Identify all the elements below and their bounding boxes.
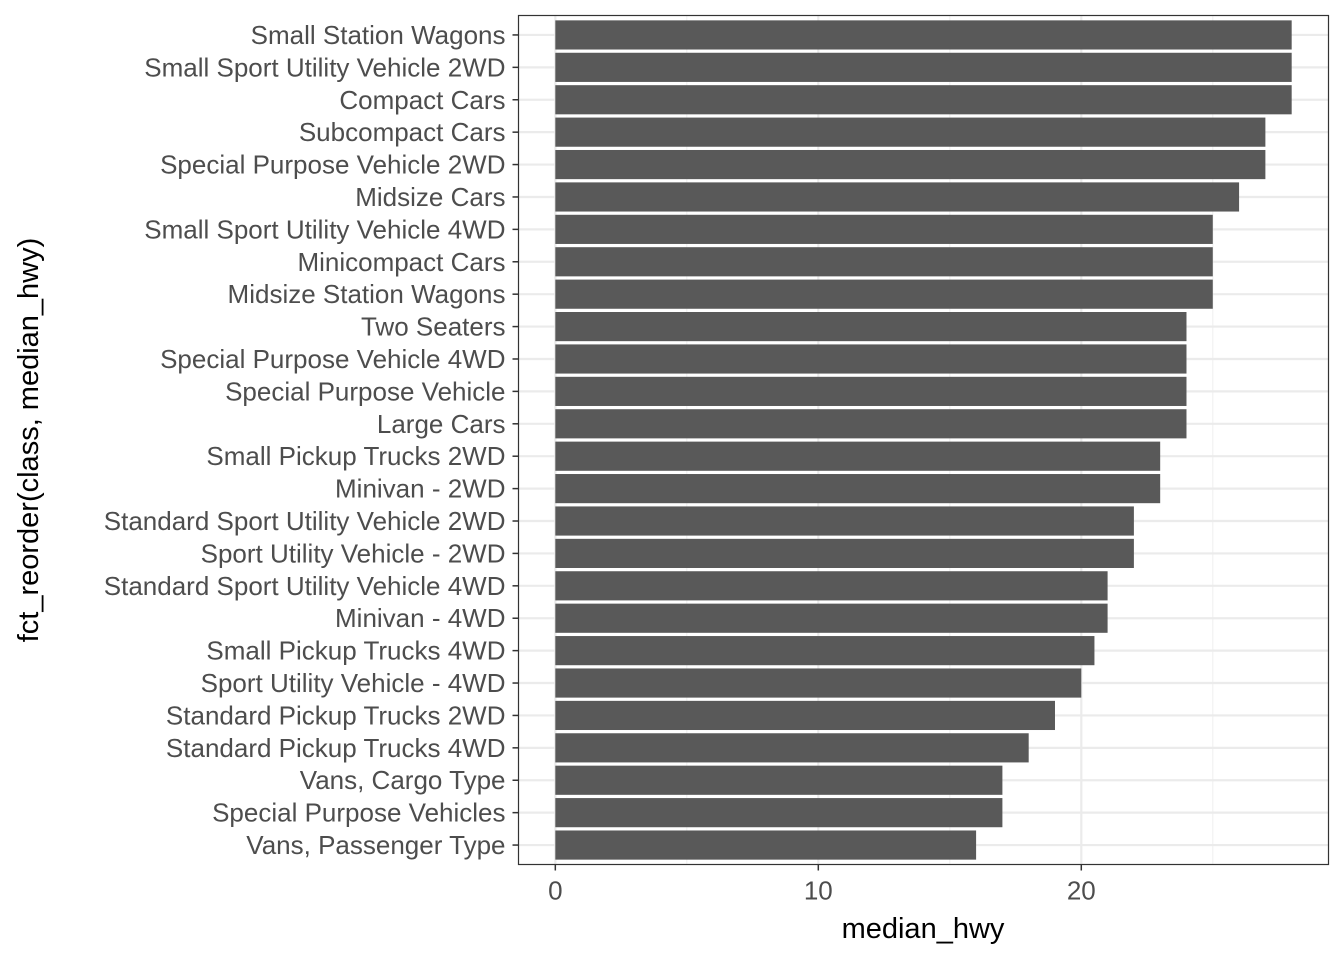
- y-tick-label: Vans, Cargo Type: [300, 765, 506, 795]
- bar: [555, 85, 1292, 115]
- y-tick-label: Subcompact Cars: [299, 117, 506, 147]
- y-tick-label: Two Seaters: [361, 312, 506, 342]
- x-axis: 0 10 20: [548, 864, 1096, 906]
- bar: [555, 376, 1187, 406]
- y-tick-label: Special Purpose Vehicle: [225, 376, 505, 406]
- bar: [555, 538, 1134, 568]
- y-tick-label: Special Purpose Vehicles: [212, 798, 505, 828]
- bar: [555, 441, 1161, 471]
- bar: [555, 214, 1213, 244]
- bar: [555, 52, 1292, 82]
- y-tick-label: Sport Utility Vehicle - 4WD: [201, 668, 506, 698]
- bar: [555, 344, 1187, 374]
- panel-border: [517, 14, 1330, 866]
- bar: [555, 149, 1266, 180]
- bar: [555, 409, 1187, 439]
- bar: [555, 506, 1134, 536]
- y-tick-label: Compact Cars: [339, 85, 505, 115]
- y-tick-label: Vans, Passenger Type: [246, 830, 505, 860]
- bar: [555, 279, 1213, 309]
- y-tick-label: Special Purpose Vehicle 4WD: [160, 344, 505, 374]
- bar: [555, 312, 1187, 342]
- bar: [555, 733, 1029, 763]
- y-tick-label: Midsize Station Wagons: [228, 279, 506, 309]
- x-tick-label: 0: [548, 876, 562, 906]
- y-tick-label: Midsize Cars: [355, 182, 505, 212]
- y-tick-label: Standard Sport Utility Vehicle 4WD: [104, 571, 506, 601]
- bar: [555, 700, 1055, 731]
- bar: [555, 474, 1161, 504]
- y-tick-label: Standard Sport Utility Vehicle 2WD: [104, 506, 506, 536]
- y-tick-label: Large Cars: [377, 409, 506, 439]
- bar: [555, 571, 1108, 601]
- x-tick-label: 20: [1067, 876, 1096, 906]
- y-tick-label: Standard Pickup Trucks 2WD: [166, 700, 506, 730]
- bar: [555, 636, 1095, 666]
- x-axis-title: median_hwy: [842, 913, 1005, 945]
- y-tick-label: Small Pickup Trucks 4WD: [206, 636, 505, 666]
- y-tick-label: Small Sport Utility Vehicle 4WD: [144, 214, 505, 244]
- y-tick-label: Minicompact Cars: [297, 247, 505, 277]
- bar: [555, 668, 1082, 698]
- bar: [555, 117, 1266, 147]
- bars: [555, 20, 1292, 860]
- y-tick-label: Small Station Wagons: [251, 20, 506, 50]
- bar: [555, 247, 1213, 277]
- y-tick-label: Minivan - 4WD: [335, 603, 505, 633]
- y-tick-label: Sport Utility Vehicle - 2WD: [201, 538, 506, 568]
- y-tick-label: Small Pickup Trucks 2WD: [206, 441, 505, 471]
- bar: [555, 830, 977, 860]
- y-tick-label: Special Purpose Vehicle 2WD: [160, 150, 505, 180]
- bar: [555, 182, 1240, 212]
- bar: [555, 603, 1108, 633]
- y-axis-title: fct_reorder(class, median_hwy): [13, 238, 45, 643]
- y-tick-label: Minivan - 2WD: [335, 474, 505, 504]
- y-tick-label: Small Sport Utility Vehicle 2WD: [144, 52, 505, 82]
- y-tick-label: Standard Pickup Trucks 4WD: [166, 733, 506, 763]
- bar: [555, 765, 1003, 795]
- bar: [555, 20, 1292, 50]
- bar: [555, 798, 1003, 828]
- x-tick-label: 10: [804, 876, 833, 906]
